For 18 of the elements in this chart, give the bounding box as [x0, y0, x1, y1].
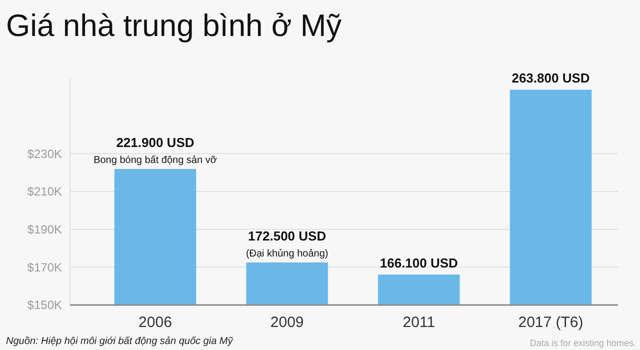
y-tick-label: $210K: [27, 184, 62, 199]
text: Nguồn: Hiệp hội môi giới bất động sản quốc gia Mỹ: [6, 336, 234, 347]
x-tick-label: 2009: [270, 314, 304, 331]
annotation: (Đại khủng hoảng): [246, 248, 328, 260]
text: Data is for existing homes.: [530, 338, 636, 348]
data-label: 263.800 USD: [512, 70, 590, 86]
x-tick-label: 2017 (T6): [518, 314, 584, 331]
data-label: 166.100 USD: [380, 256, 458, 271]
x-tick-label: 2011: [402, 314, 436, 331]
x-tick-label: 2006: [138, 314, 172, 331]
chart-title: Giá nhà trung bình ở Mỹ: [6, 8, 342, 43]
y-tick-label: $170K: [27, 260, 62, 274]
data-label: 221.900 USD: [116, 134, 194, 150]
y-tick-label: $190K: [27, 222, 62, 237]
y-tick-label: $230K: [27, 146, 62, 161]
data-label: 172.500 USD: [248, 228, 326, 244]
annotation: Bong bóng bất động sản vỡ: [94, 154, 218, 166]
y-tick-label: $150K: [27, 298, 62, 312]
